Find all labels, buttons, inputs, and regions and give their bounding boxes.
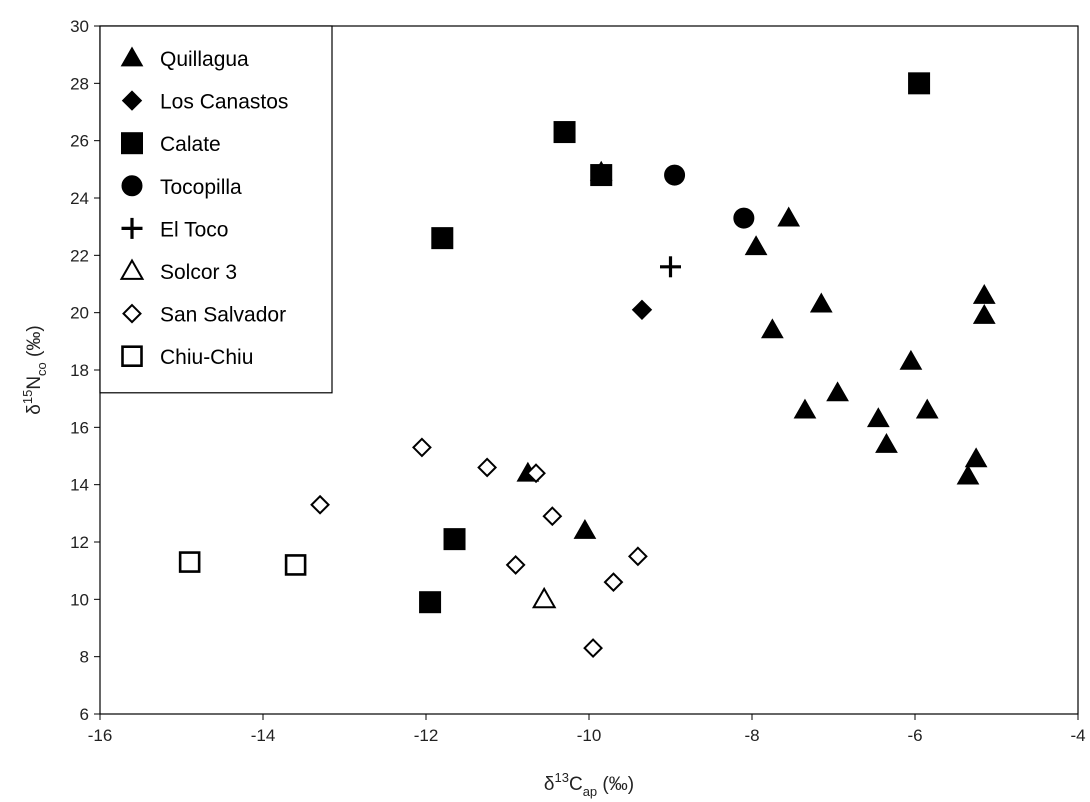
x-axis-title: δ13Cap (‰): [544, 770, 634, 799]
data-point-quillagua: [809, 292, 833, 313]
data-point-calate: [908, 72, 931, 95]
series-solcor-3: [531, 586, 557, 609]
legend-label-tocopilla: Tocopilla: [160, 176, 242, 199]
series-tocopilla: [664, 164, 755, 229]
axis-title-part: δ: [544, 774, 555, 795]
series-quillagua: [516, 160, 996, 539]
x-tick-label: -14: [251, 726, 276, 745]
data-point-calate: [553, 121, 576, 144]
y-tick-label: 6: [80, 705, 89, 724]
legend-label-calate: Calate: [160, 133, 221, 156]
legend-label-chiu-chiu: Chiu-Chiu: [160, 346, 253, 369]
data-point-quillagua: [915, 398, 939, 419]
data-point-quillagua: [826, 381, 849, 402]
axis-title-part: (‰): [597, 774, 634, 795]
y-tick-label: 16: [70, 418, 89, 437]
data-point-tocopilla: [664, 164, 686, 186]
data-point-quillagua: [964, 447, 988, 468]
data-point-quillagua: [777, 206, 801, 227]
series-san-salvador: [310, 437, 648, 658]
legend-marker-quillagua: [120, 46, 144, 67]
data-point-calate: [443, 528, 466, 551]
data-point-san-salvador: [583, 638, 603, 658]
legend-marker-el-toco: [121, 217, 143, 239]
data-point-san-salvador: [526, 463, 546, 484]
legend-marker-calate: [121, 132, 143, 155]
data-point-san-salvador: [603, 572, 624, 593]
legend-label-solcor-3: Solcor 3: [160, 261, 237, 284]
axis-title-part: δ: [24, 404, 45, 415]
data-point-calate: [590, 164, 613, 187]
x-tick-label: -6: [907, 726, 922, 745]
x-tick-label: -10: [577, 726, 602, 745]
axis-title-part: 13: [554, 770, 568, 785]
axis-layer: -16 -14 -12 -10 -8 -6 -4 6 8 10 12 14 16 18 20 22 24 26 28…: [70, 17, 1085, 745]
series-los-canastos: [631, 299, 653, 321]
legend-label-los-canastos: Los Canastos: [160, 91, 288, 114]
y-tick-label: 8: [80, 648, 89, 667]
y-tick-label: 28: [70, 74, 89, 93]
data-point-quillagua: [972, 304, 996, 324]
data-point-quillagua: [793, 398, 817, 419]
data-point-chiu-chiu: [178, 551, 201, 573]
data-point-san-salvador: [505, 555, 526, 575]
data-point-el-toco: [660, 256, 681, 278]
data-point-quillagua: [899, 349, 923, 370]
series-chiu-chiu: [178, 551, 307, 576]
axis-title-part: co: [34, 362, 49, 376]
legend: Quillagua Los Canastos Calate Tocopilla El T…: [99, 25, 333, 394]
legend-marker-los-canastos: [121, 90, 143, 111]
legend-marker-solcor-3: [119, 258, 145, 280]
axis-title-part: 15: [20, 390, 35, 404]
data-point-san-salvador: [310, 494, 330, 515]
data-point-quillagua: [761, 318, 784, 339]
data-point-los-canastos: [631, 299, 653, 321]
data-point-quillagua: [972, 283, 996, 304]
y-tick-label: 10: [70, 590, 89, 609]
y-tick-label: 14: [70, 476, 89, 495]
series-calate: [419, 72, 931, 614]
legend-marker-tocopilla: [121, 175, 143, 197]
y-tick-label: 24: [70, 189, 89, 208]
y-tick-label: 30: [70, 17, 89, 36]
data-point-calate: [431, 227, 454, 250]
data-point-san-salvador: [477, 457, 498, 478]
legend-label-el-toco: El Toco: [160, 218, 229, 241]
x-tick-label: -16: [88, 726, 113, 745]
legend-label-quillagua: Quillagua: [160, 48, 249, 71]
y-tick-label: 12: [70, 533, 89, 552]
axis-title-part: (‰): [24, 325, 45, 362]
x-tick-label: -4: [1070, 726, 1085, 745]
data-point-quillagua: [744, 235, 768, 256]
y-tick-label: 26: [70, 132, 89, 151]
data-point-tocopilla: [733, 207, 755, 229]
data-point-solcor-3: [531, 586, 557, 609]
data-point-quillagua: [866, 407, 890, 428]
legend-box: [99, 25, 333, 394]
data-point-chiu-chiu: [284, 554, 307, 576]
data-point-calate: [419, 591, 442, 614]
data-point-san-salvador: [627, 546, 648, 567]
axis-title-part: ap: [583, 784, 597, 799]
y-tick-label: 20: [70, 304, 89, 323]
data-point-san-salvador: [412, 437, 432, 458]
y-tick-label: 22: [70, 246, 89, 265]
axis-title-part: N: [24, 376, 45, 390]
y-axis-title: δ15Nco (‰): [20, 325, 49, 414]
data-point-san-salvador: [542, 506, 563, 527]
points-layer: [178, 72, 996, 658]
x-tick-label: -12: [414, 726, 439, 745]
legend-label-san-salvador: San Salvador: [160, 304, 286, 327]
legend-marker-san-salvador: [122, 303, 142, 324]
legend-marker-chiu-chiu: [121, 345, 143, 368]
axis-titles: δ13Cap (‰)δ15Nco (‰): [20, 325, 634, 799]
series-el-toco: [660, 256, 681, 278]
axis-title-part: C: [569, 774, 583, 795]
y-tick-label: 18: [70, 361, 89, 380]
data-point-quillagua: [875, 433, 898, 453]
x-tick-label: -8: [744, 726, 759, 745]
data-point-quillagua: [573, 519, 597, 539]
data-point-quillagua: [956, 464, 980, 485]
